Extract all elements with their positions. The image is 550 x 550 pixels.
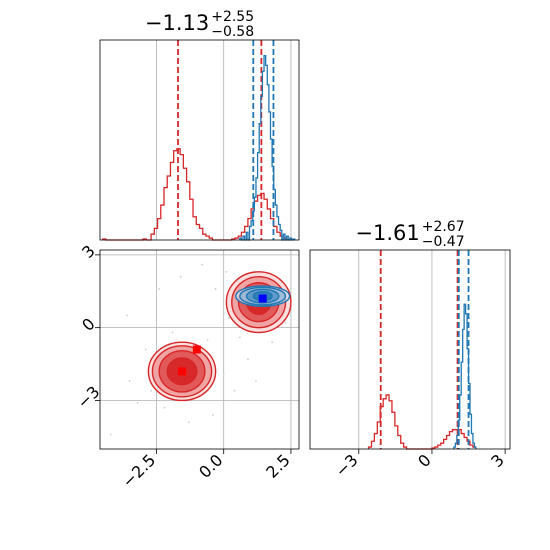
marker-red (192, 345, 201, 354)
sample-point (109, 433, 112, 436)
sample-point (212, 414, 214, 416)
x-tick-label: −2.5 (118, 450, 159, 491)
panel-title: −1.61 (355, 221, 419, 245)
title-lower-error: −0.47 (422, 234, 465, 250)
panel-title: −1.13 (145, 11, 209, 35)
sample-point (271, 341, 274, 344)
sample-point (225, 270, 228, 273)
sample-point (206, 338, 209, 341)
sample-point (201, 263, 204, 266)
sample-point (163, 406, 166, 409)
title-upper-error: +2.55 (211, 9, 254, 25)
histogram-red (102, 148, 288, 241)
sample-point (179, 275, 182, 278)
sample-point (158, 287, 161, 290)
sample-point (255, 380, 257, 382)
panel-background (100, 40, 299, 240)
sample-point (150, 389, 152, 392)
title-lower-error: −0.58 (211, 24, 254, 40)
title-median: −1.61 (355, 221, 419, 245)
sample-point (214, 287, 217, 290)
sample-point (284, 321, 287, 324)
panel-background (310, 250, 510, 449)
y-tick-label: 3 (78, 241, 99, 262)
joint-panel: −2.5 0.0 2.5 3 0 −3 (73, 241, 300, 491)
sample-point (233, 389, 236, 392)
sample-point (247, 358, 249, 361)
sample-point (228, 317, 230, 319)
title-upper-error: +2.67 (422, 219, 465, 235)
sample-point (238, 336, 241, 339)
sample-point (136, 401, 139, 404)
histogram-red (367, 394, 477, 450)
x-tick-label: 0.0 (195, 450, 226, 481)
x-tick-label: 2.5 (262, 450, 293, 481)
x-tick-label: −3 (331, 450, 361, 480)
marginal-top-panel (99, 39, 300, 241)
sample-point (187, 421, 190, 424)
sample-point (144, 348, 147, 351)
marker-red (178, 367, 187, 376)
sample-point (125, 314, 128, 317)
title-median: −1.13 (145, 11, 209, 35)
marker-blue (258, 294, 267, 303)
marginal-right-panel: −3 0 3 (309, 249, 511, 481)
y-tick-label: −3 (73, 382, 103, 412)
histogram-blue (453, 303, 477, 449)
y-tick-label: 0 (78, 314, 99, 335)
panel-border (309, 249, 511, 450)
sample-point (171, 331, 174, 334)
panel-border (99, 39, 300, 241)
sample-point (222, 372, 225, 375)
sample-point (128, 380, 131, 382)
panel-border (99, 249, 300, 450)
